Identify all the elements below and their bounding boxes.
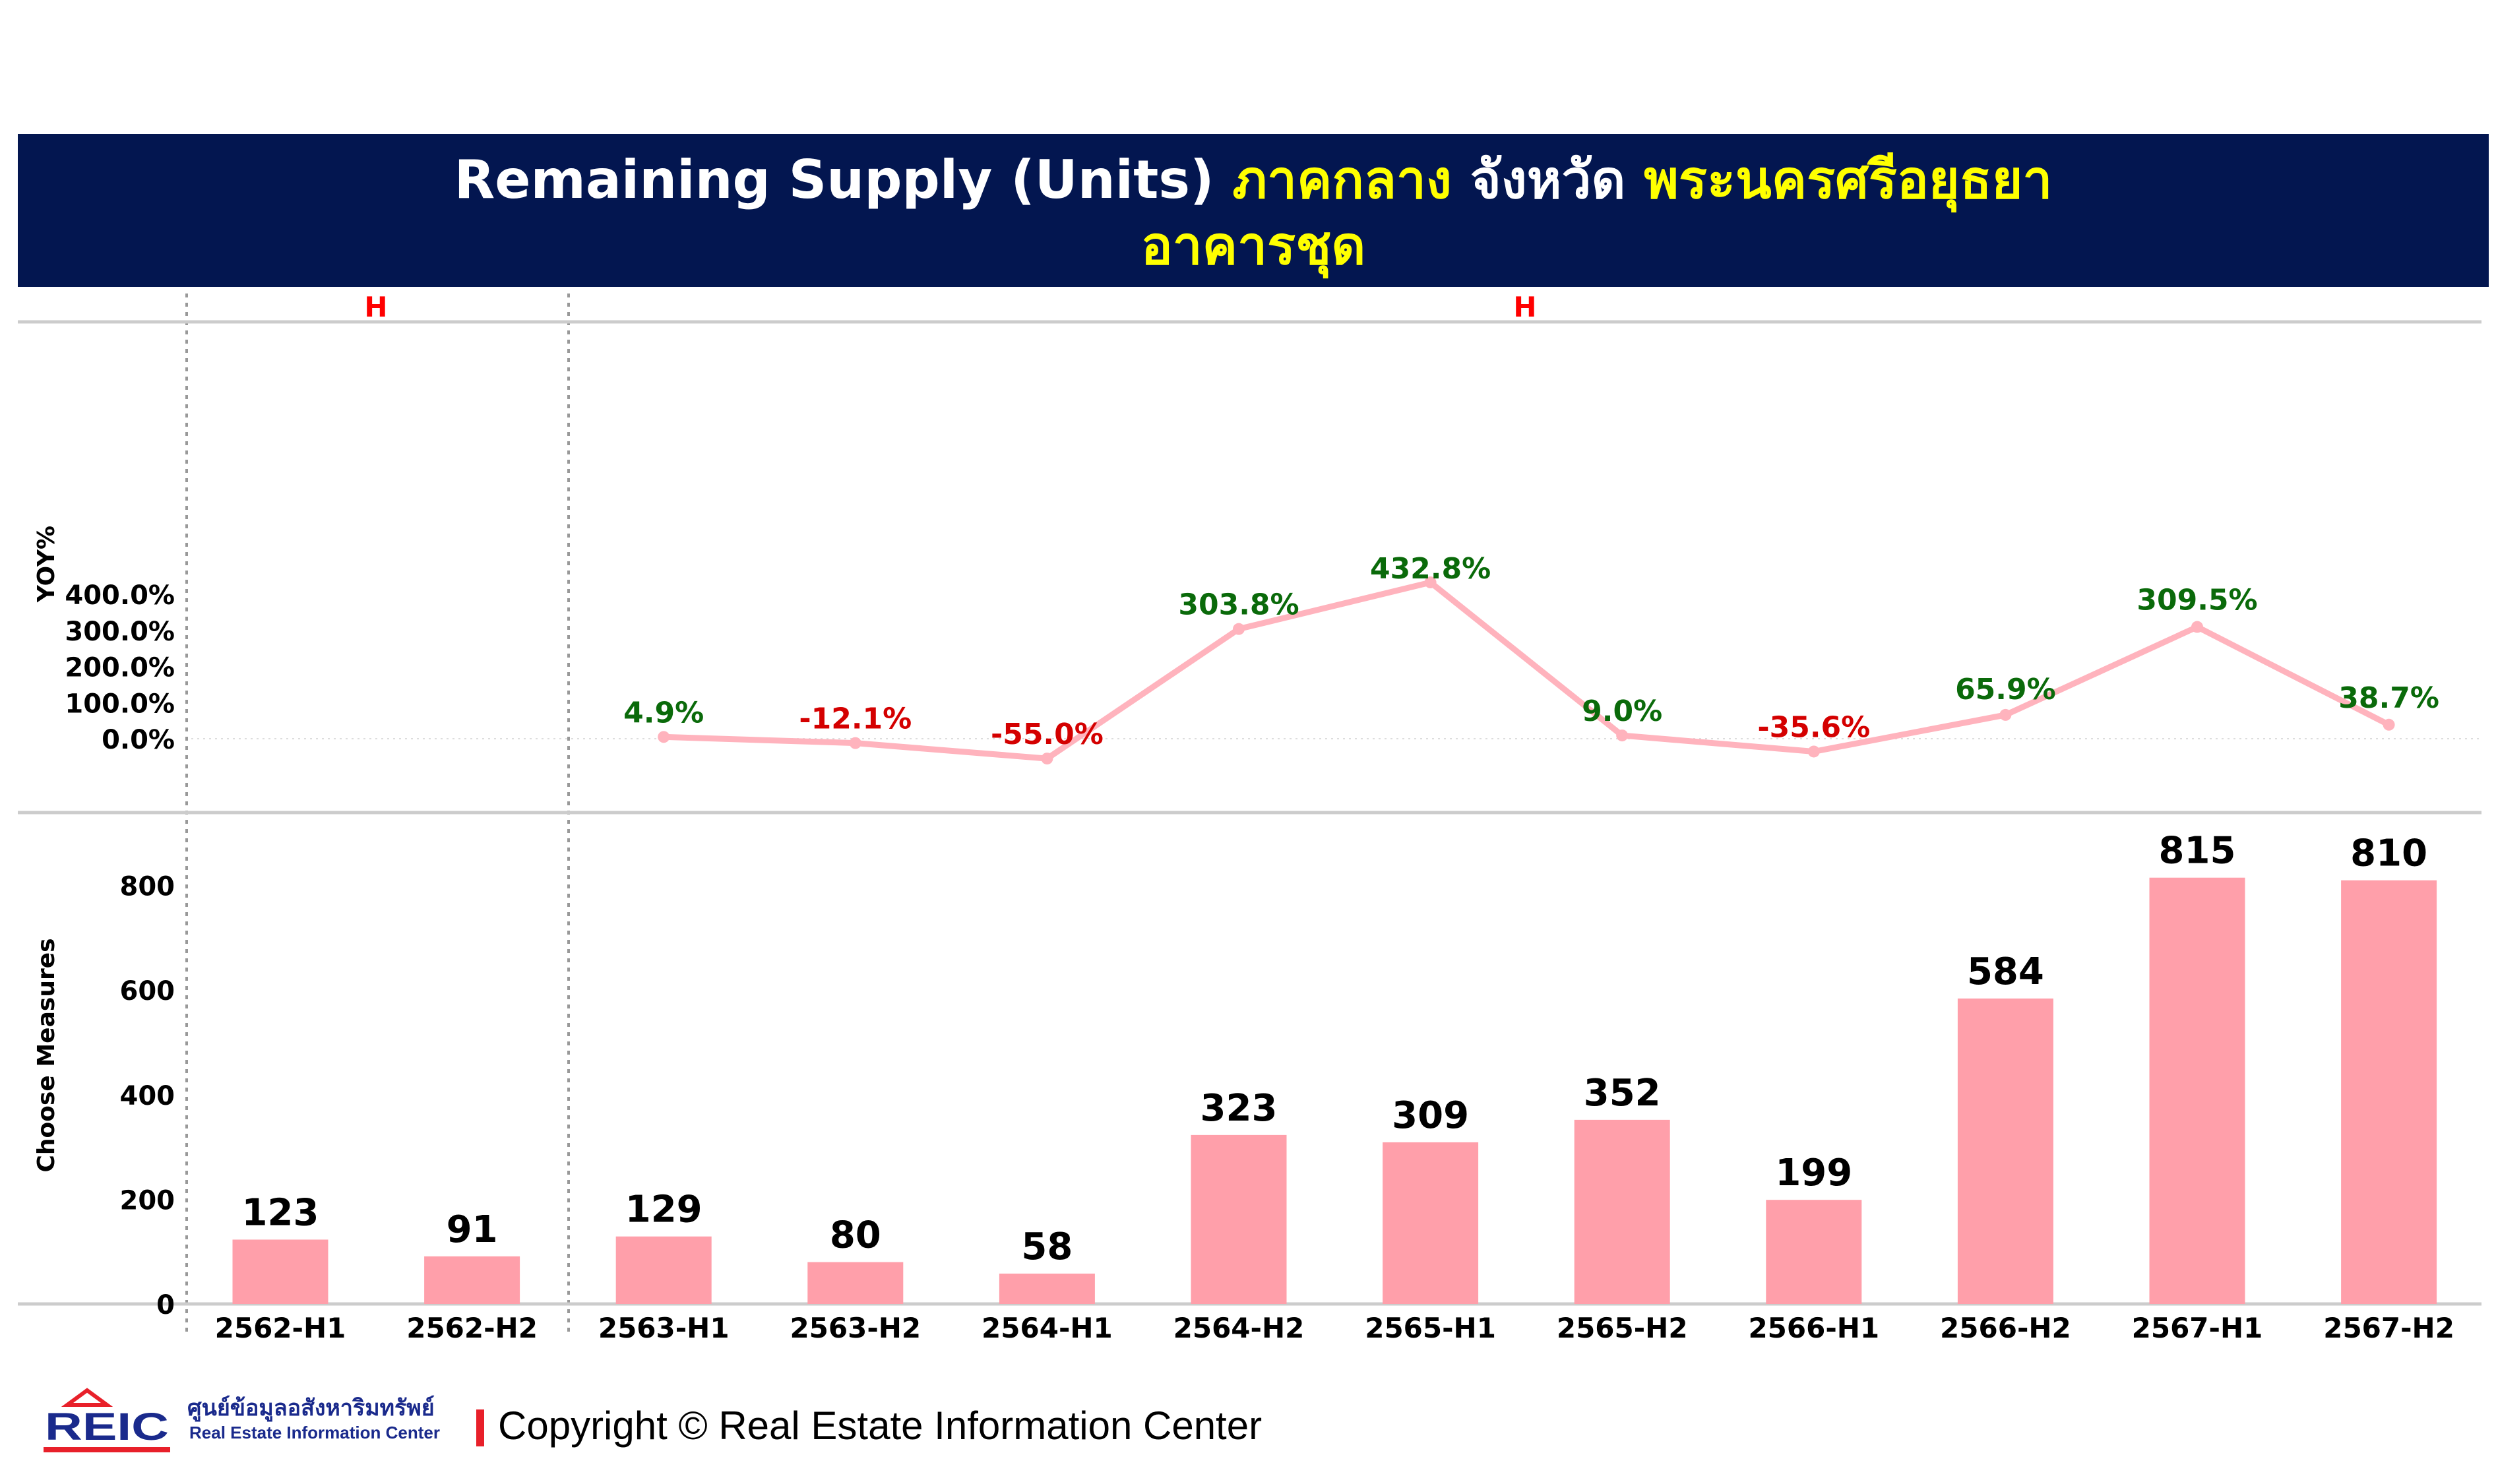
yoy-data-label: 9.0% [1582, 695, 1662, 728]
category-label: 2563-H1 [598, 1312, 730, 1342]
yoy-tick-label: 300.0% [65, 617, 175, 647]
yoy-tick-label: 100.0% [65, 689, 175, 719]
measures-tick-label: 0 [156, 1290, 175, 1320]
bar-value-label: 810 [2350, 832, 2427, 875]
bar-value-label: 584 [1967, 950, 2044, 993]
category-label: 2565-H1 [1365, 1312, 1496, 1342]
region-label: ภาคกลาง [1232, 149, 1452, 210]
bar [1191, 1134, 1287, 1304]
chart-title-banner: Remaining Supply (Units) ภาคกลาง จังหวัด… [18, 134, 2489, 287]
bar [1383, 1142, 1479, 1304]
category-label: 2562-H2 [406, 1312, 538, 1342]
bar [615, 1236, 712, 1304]
bar-value-label: 80 [830, 1214, 881, 1257]
measures-tick-label: 800 [120, 872, 175, 902]
bar [1574, 1119, 1670, 1304]
bar [2341, 880, 2437, 1304]
bar-value-label: 58 [1021, 1225, 1073, 1268]
yoy-point [2191, 621, 2203, 633]
measures-tick-label: 200 [120, 1185, 175, 1216]
group-label: H [364, 291, 387, 323]
yoy-point [849, 737, 861, 749]
bar [1766, 1200, 1862, 1304]
yoy-data-label: 309.5% [2137, 584, 2257, 617]
yoy-point [1999, 708, 2012, 721]
yoy-point [1807, 745, 1820, 758]
yoy-point [1233, 623, 1245, 635]
province-name: พระนครศรีอยุธยา [1644, 149, 2053, 210]
yoy-data-label: 432.8% [1370, 552, 1491, 586]
yoy-axis: 400.0% 300.0% 200.0% 100.0% 0.0% YOY% [33, 526, 175, 755]
measures-tick-label: 400 [120, 1081, 175, 1111]
measures-axis: 800 600 400 200 0 Choose Measures [33, 872, 175, 1320]
bar [999, 1274, 1095, 1304]
bar-series: 123 91 129 80 58 323 309 352 199 584 815 810 [232, 830, 2437, 1304]
footer: REIC ศูนย์ข้อมูลอสังหาริมทรัพย์ Real Est… [41, 1382, 1360, 1461]
yoy-data-label: -35.6% [1757, 710, 1870, 744]
logo-text: REIC [45, 1406, 169, 1448]
bar-value-label: 815 [2159, 830, 2236, 873]
province-label: จังหวัด [1470, 149, 1626, 210]
category-label: 2565-H2 [1557, 1312, 1688, 1342]
group-label: H [1513, 291, 1536, 323]
yoy-data-label: 4.9% [623, 696, 704, 729]
yoy-line-series: 4.9% -12.1% -55.0% 303.8% 432.8% 9.0% -35.6% 65… [623, 552, 2439, 765]
bar-value-label: 123 [242, 1191, 319, 1234]
yoy-point [1424, 576, 1437, 589]
yoy-data-label: 303.8% [1178, 588, 1299, 622]
copyright-marker [476, 1409, 484, 1446]
yoy-point [1041, 753, 1053, 765]
x-axis-categories: 2562-H1 2562-H2 2563-H1 2563-H2 2564-H1 2564-… [215, 1312, 2454, 1342]
category-label: 2567-H2 [2323, 1312, 2454, 1342]
yoy-data-label: -55.0% [991, 718, 1104, 751]
yoy-tick-label: 0.0% [102, 725, 175, 755]
category-label: 2562-H1 [215, 1312, 346, 1342]
category-label: 2566-H2 [1940, 1312, 2071, 1342]
yoy-data-label: -12.1% [799, 702, 912, 736]
category-label: 2567-H1 [2132, 1312, 2263, 1342]
yoy-point [658, 731, 670, 743]
yoy-point [2383, 718, 2395, 731]
logo-thai-name: ศูนย์ข้อมูลอสังหาริมทรัพย์ [187, 1395, 435, 1421]
bar-value-label: 129 [625, 1189, 702, 1231]
category-label: 2566-H1 [1748, 1312, 1879, 1342]
bar [2149, 877, 2245, 1304]
category-label: 2563-H2 [790, 1312, 921, 1342]
chart-title-line-1: Remaining Supply (Units) ภาคกลาง จังหวัด… [18, 147, 2489, 213]
yoy-data-label: 38.7% [2338, 681, 2439, 715]
chart-subtitle: อาคารชุด [1140, 215, 1366, 276]
bar [424, 1256, 520, 1304]
bar-value-label: 309 [1392, 1094, 1469, 1137]
yoy-tick-label: 400.0% [65, 580, 175, 611]
reic-logo: REIC [44, 1388, 170, 1452]
bar-value-label: 323 [1201, 1087, 1278, 1130]
yoy-tick-label: 200.0% [65, 653, 175, 683]
bar-value-label: 91 [447, 1208, 498, 1251]
category-label: 2564-H2 [1173, 1312, 1305, 1342]
yoy-axis-title: YOY% [33, 526, 60, 603]
category-label: 2564-H1 [982, 1312, 1113, 1342]
measures-tick-label: 600 [120, 976, 175, 1006]
yoy-data-label: 65.9% [1955, 673, 2056, 706]
copyright-text: Copyright © Real Estate Information Cent… [498, 1404, 1263, 1448]
bar-value-label: 199 [1775, 1152, 1852, 1194]
bar [1957, 998, 2053, 1304]
bar [807, 1262, 904, 1304]
measures-axis-title: Choose Measures [33, 938, 60, 1172]
yoy-point [1616, 729, 1629, 742]
logo-english-name: Real Estate Information Center [189, 1423, 440, 1442]
bar-value-label: 352 [1584, 1072, 1661, 1115]
yoy-line [664, 579, 2390, 762]
chart-title: Remaining Supply (Units) [454, 149, 1214, 210]
bar [232, 1239, 328, 1304]
